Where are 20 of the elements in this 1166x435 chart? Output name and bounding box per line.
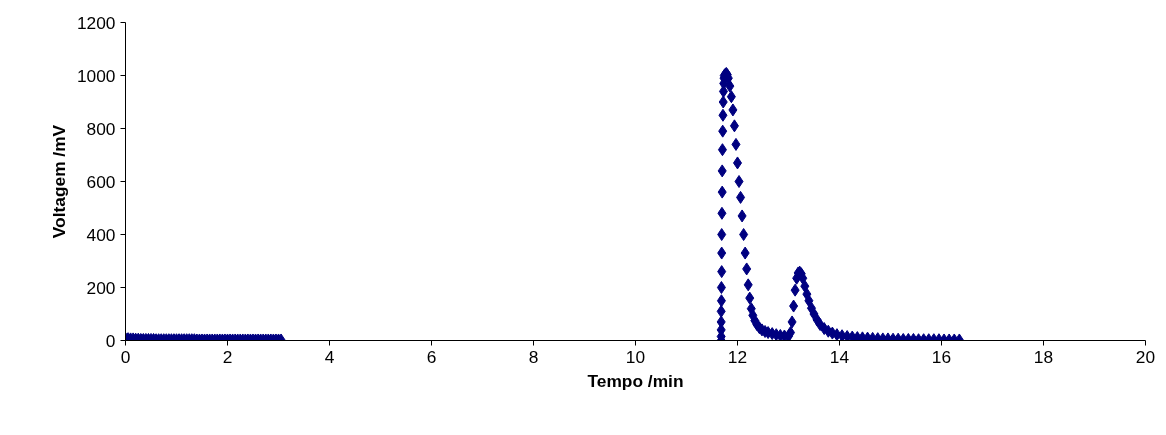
x-tick-label: 4 [324,346,335,367]
x-tick-label: 6 [426,346,437,367]
x-tick-label: 2 [222,346,233,367]
y-tick-label: 400 [86,224,116,245]
y-axis-title: Voltagem /mV [48,124,69,239]
y-tick-label: 800 [86,118,116,139]
x-axis-title: Tempo /min [587,370,684,391]
y-tick-label: 0 [105,330,116,351]
x-tick-label: 0 [120,346,131,367]
y-tick-label: 1200 [76,12,116,33]
y-tick-label: 1000 [76,65,116,86]
x-tick-label: 16 [931,346,952,367]
x-tick-label: 10 [625,346,646,367]
y-tick-label: 200 [86,277,116,298]
x-tick-label: 12 [727,346,748,367]
x-tick-label: 18 [1033,346,1054,367]
x-tick-label: 20 [1135,346,1156,367]
x-tick-label: 8 [528,346,539,367]
x-tick-label: 14 [829,346,850,367]
y-tick-label: 600 [86,171,116,192]
